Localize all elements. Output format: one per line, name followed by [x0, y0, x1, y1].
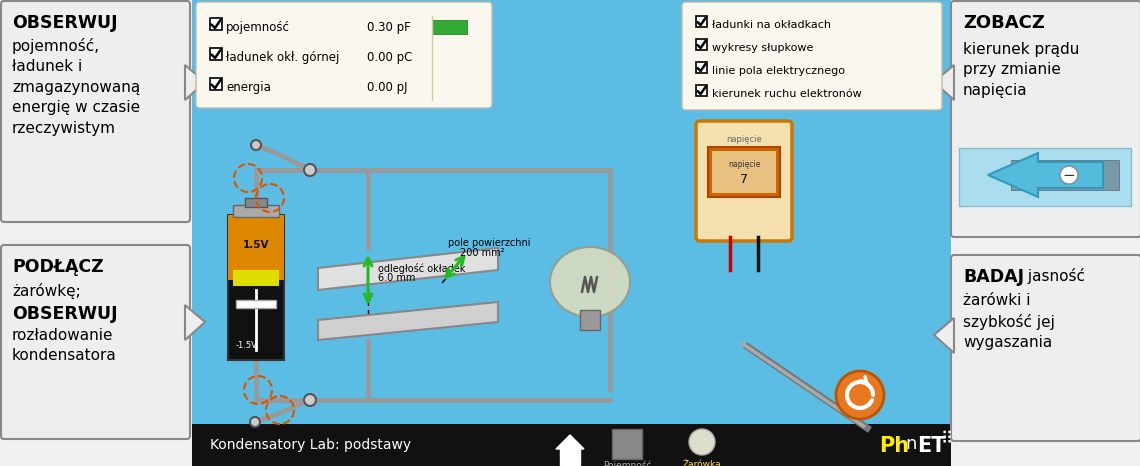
Text: 1.5V: 1.5V — [243, 240, 269, 250]
Text: linie pola elektrycznego: linie pola elektrycznego — [712, 66, 845, 76]
Circle shape — [836, 371, 884, 419]
FancyArrow shape — [988, 153, 1104, 197]
Text: 0V: 0V — [238, 301, 250, 309]
Polygon shape — [934, 318, 954, 353]
FancyBboxPatch shape — [682, 2, 942, 110]
Polygon shape — [318, 248, 498, 290]
Text: napięcie: napięcie — [726, 135, 762, 144]
Text: rozładowanie
kondensatora: rozładowanie kondensatora — [13, 328, 116, 363]
Bar — [210, 78, 222, 90]
Text: żarówki i
szybkość jej
wygaszania: żarówki i szybkość jej wygaszania — [963, 293, 1054, 350]
Text: 6.0 mm: 6.0 mm — [378, 273, 415, 283]
Text: jasność: jasność — [1023, 268, 1085, 284]
Bar — [697, 39, 707, 50]
Bar — [192, 0, 951, 424]
Text: napięcie: napięcie — [727, 160, 760, 169]
Bar — [236, 300, 276, 308]
Bar — [0, 0, 192, 466]
Text: 200 mm²: 200 mm² — [461, 248, 505, 258]
Text: Kondensatory Lab: podstawy: Kondensatory Lab: podstawy — [210, 438, 412, 452]
Text: żarówkę;: żarówkę; — [13, 283, 81, 299]
Circle shape — [304, 394, 316, 406]
Bar — [959, 148, 1131, 206]
Circle shape — [689, 429, 715, 455]
FancyBboxPatch shape — [1, 1, 190, 222]
Text: n: n — [905, 435, 917, 453]
Bar — [432, 20, 467, 34]
Polygon shape — [185, 305, 205, 340]
Text: ładunki na okładkach: ładunki na okładkach — [712, 20, 831, 30]
FancyBboxPatch shape — [697, 121, 792, 241]
Text: OBSERWUJ: OBSERWUJ — [13, 305, 117, 323]
Text: -1.5V: -1.5V — [236, 341, 258, 350]
Bar — [245, 198, 267, 207]
Bar — [233, 205, 279, 217]
Bar — [210, 18, 222, 30]
FancyBboxPatch shape — [951, 255, 1140, 441]
Text: pojemność,
ładunek i
zmagazynowaną
energię w czasie
rzeczywistym: pojemność, ładunek i zmagazynowaną energ… — [13, 38, 140, 136]
Text: OBSERWUJ: OBSERWUJ — [13, 14, 117, 32]
Text: pole powierzchni: pole powierzchni — [448, 238, 530, 248]
Bar — [697, 62, 707, 73]
FancyBboxPatch shape — [1, 245, 190, 439]
Bar — [228, 215, 284, 280]
Circle shape — [304, 164, 316, 176]
Bar — [697, 16, 707, 27]
Bar — [192, 424, 951, 466]
Text: odległość okładek: odległość okładek — [378, 263, 465, 274]
Bar — [580, 310, 600, 330]
Bar — [612, 429, 642, 459]
Bar — [228, 215, 284, 360]
Text: Ph: Ph — [879, 436, 909, 456]
FancyBboxPatch shape — [196, 2, 492, 108]
Bar — [708, 147, 780, 197]
Text: 0.00 pJ: 0.00 pJ — [367, 82, 407, 95]
Circle shape — [250, 417, 260, 427]
Polygon shape — [934, 65, 954, 100]
Bar — [560, 449, 580, 465]
Text: Pojemność: Pojemność — [603, 460, 651, 466]
Text: 0.30 pF: 0.30 pF — [367, 21, 410, 34]
FancyBboxPatch shape — [951, 1, 1140, 237]
Text: 0.00 pC: 0.00 pC — [367, 52, 413, 64]
Bar — [951, 0, 1140, 466]
Text: PODŁĄCZ: PODŁĄCZ — [13, 258, 104, 276]
Circle shape — [1060, 166, 1078, 184]
Bar — [1011, 160, 1119, 190]
Text: ET: ET — [917, 436, 945, 456]
Polygon shape — [556, 435, 584, 449]
Bar — [210, 48, 222, 60]
Text: ZOBACZ: ZOBACZ — [963, 14, 1044, 32]
Bar — [712, 151, 776, 193]
Text: wykresy słupkowe: wykresy słupkowe — [712, 43, 813, 53]
Bar — [697, 85, 707, 96]
Text: Żarówka: Żarówka — [683, 460, 722, 466]
Bar — [233, 270, 279, 286]
Polygon shape — [318, 302, 498, 340]
Text: ładunek okł. górnej: ładunek okł. górnej — [226, 52, 340, 64]
Text: BADAJ: BADAJ — [963, 268, 1024, 286]
Text: kierunek prądu
przy zmianie
napięcia: kierunek prądu przy zmianie napięcia — [963, 42, 1080, 98]
Polygon shape — [185, 65, 205, 100]
Text: ⠿: ⠿ — [940, 430, 953, 448]
Ellipse shape — [549, 247, 630, 317]
Text: pojemność: pojemność — [226, 21, 290, 34]
Text: 7: 7 — [740, 173, 748, 186]
Text: energia: energia — [226, 82, 271, 95]
Text: kierunek ruchu elektronów: kierunek ruchu elektronów — [712, 89, 862, 99]
Circle shape — [251, 140, 261, 150]
Text: −: − — [1062, 167, 1075, 183]
